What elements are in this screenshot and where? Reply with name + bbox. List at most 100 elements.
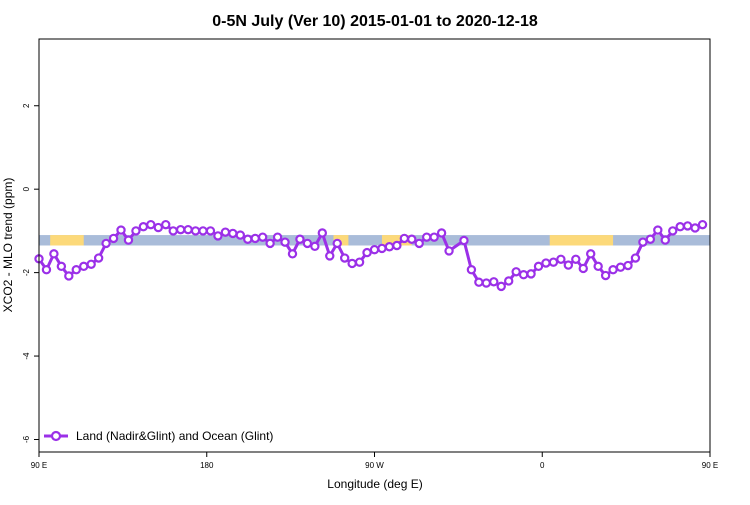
data-point [339, 253, 350, 263]
data-point [421, 232, 432, 242]
data-point [369, 244, 380, 255]
data-point [608, 264, 618, 275]
y-tick-label: -2 [22, 269, 31, 277]
data-point [668, 226, 678, 236]
y-axis-label: XCO2 - MLO trend (ppm) [1, 178, 15, 313]
data-point [414, 238, 424, 249]
series-point-layer [34, 219, 708, 292]
data-point [436, 228, 447, 238]
ocean-band [39, 235, 710, 246]
data-point [675, 222, 685, 232]
land-band-segment [381, 235, 412, 246]
land-band-segment [50, 235, 84, 246]
data-point [541, 258, 551, 268]
data-point [511, 267, 521, 277]
data-point [481, 278, 492, 288]
data-point [623, 260, 633, 271]
y-tick-label: 2 [22, 103, 31, 108]
data-point [377, 243, 387, 254]
data-point [504, 276, 514, 286]
data-point [526, 269, 536, 279]
data-point [354, 257, 365, 267]
data-point [41, 264, 52, 275]
data-point [489, 277, 499, 287]
data-point [310, 241, 320, 252]
data-point [265, 238, 275, 249]
data-point [518, 270, 529, 280]
data-point [586, 249, 596, 259]
data-point [556, 254, 566, 264]
data-point [138, 222, 149, 232]
data-point [347, 258, 357, 269]
legend: Land (Nadir&Glint) and Ocean (Glint) [44, 429, 273, 443]
x-tick-label: 90 W [365, 461, 384, 470]
data-point [220, 227, 231, 237]
data-point [362, 247, 372, 258]
land-band-segment [333, 235, 349, 246]
data-point [108, 233, 119, 244]
data-point [578, 263, 588, 274]
legend-marker [50, 430, 62, 442]
data-point [175, 224, 186, 235]
data-point [146, 219, 156, 230]
data-point [466, 264, 477, 275]
land-band-segment [549, 235, 614, 246]
data-point [287, 249, 298, 259]
data-point [198, 226, 208, 236]
x-axis: 90 E 180 90 W 0 90 E [31, 452, 718, 470]
data-point [563, 260, 574, 270]
data-point [79, 261, 89, 272]
data-point [131, 226, 141, 236]
data-point [600, 270, 611, 281]
data-point [250, 233, 260, 244]
y-tick-label: -4 [22, 352, 31, 360]
data-point [123, 235, 134, 245]
data-point [615, 262, 626, 272]
data-point [399, 233, 410, 244]
data-point [638, 237, 648, 247]
data-point [161, 219, 171, 230]
data-point [653, 225, 663, 235]
data-point [168, 226, 178, 236]
data-point [429, 232, 439, 242]
data-point [444, 246, 454, 256]
data-point [332, 238, 342, 249]
data-point [384, 242, 395, 252]
data-point [49, 249, 59, 259]
data-point [660, 235, 670, 245]
data-point [459, 235, 469, 246]
data-point [325, 251, 335, 261]
data-point [548, 257, 559, 267]
data-point [682, 221, 693, 231]
data-point [474, 277, 484, 287]
data-point [64, 271, 74, 281]
data-point [93, 253, 104, 263]
data-point [116, 225, 126, 235]
data-point [183, 224, 193, 235]
data-point [533, 261, 544, 272]
data-point [593, 261, 603, 272]
data-point [243, 234, 253, 244]
y-axis: 2 0 -2 -4 -6 [22, 103, 39, 443]
data-point [690, 223, 700, 233]
data-point [56, 261, 67, 272]
y-tick-label: 0 [22, 186, 31, 191]
data-point [571, 254, 581, 264]
data-point [697, 219, 708, 230]
x-tick-label: 0 [540, 461, 545, 470]
data-point [205, 226, 216, 236]
data-point [302, 238, 313, 249]
x-tick-label: 90 E [31, 461, 47, 470]
legend-series-label: Land (Nadir&Glint) and Ocean (Glint) [76, 429, 273, 443]
data-point [86, 259, 96, 269]
data-point [496, 281, 506, 292]
data-point [280, 237, 290, 247]
data-point [645, 234, 656, 244]
x-tick-label: 180 [200, 461, 214, 470]
data-point [407, 234, 417, 244]
data-point [190, 226, 201, 236]
data-point [153, 222, 163, 233]
x-axis-label: Longitude (deg E) [327, 477, 422, 491]
y-tick-label: -6 [22, 435, 31, 443]
data-point [213, 231, 223, 241]
